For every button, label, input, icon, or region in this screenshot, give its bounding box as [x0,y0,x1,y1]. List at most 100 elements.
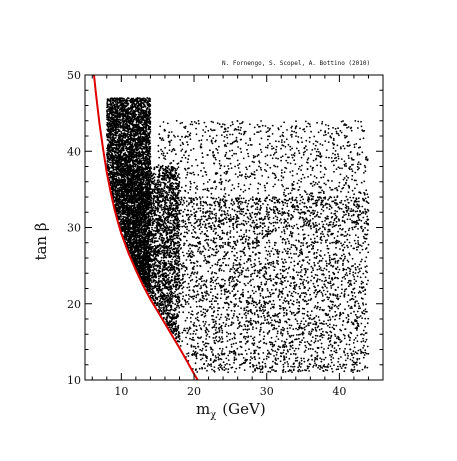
scatter-point [114,186,117,189]
scatter-point [140,107,143,110]
scatter-point [139,130,142,133]
scatter-point [149,238,152,241]
scatter-point [125,105,128,108]
scatter-point [144,114,147,117]
scatter-point [127,108,130,111]
scatter-point [110,180,113,183]
scatter-point [112,97,115,100]
scatter-point [132,227,135,230]
scatter-point [147,141,150,144]
scatter-point [111,190,114,193]
scatter-point [123,130,126,132]
scatter-point [107,105,109,108]
scatter-point [120,107,123,109]
scatter-point [139,158,141,161]
scatter-point [111,147,113,149]
scatter-point [106,124,109,126]
scatter-point [112,110,115,113]
scatter-point [114,100,116,103]
scatter-point [133,162,136,165]
scatter-point [140,160,143,162]
scatter-point [108,136,111,139]
scatter-point [131,142,134,145]
scatter-point [109,161,111,164]
scatter-point [149,130,152,133]
scatter-point [141,150,144,153]
scatter-point [124,120,126,122]
scatter-point [120,216,122,218]
scatter-point [120,130,122,133]
scatter-point [112,173,115,176]
scatter-point [110,122,113,125]
scatter-point [117,184,120,187]
scatter-point [114,137,117,139]
scatter-point [127,111,130,114]
scatter-point [132,159,135,162]
scatter-point [119,201,122,204]
scatter-point [149,128,152,131]
scatter-point [111,188,114,191]
scatter-point [109,133,111,136]
scatter-point [143,131,145,134]
scatter-point [136,164,139,167]
scatter-point [124,127,127,130]
scatter-point [137,102,140,105]
scatter-point [133,230,135,233]
scatter-point [117,176,120,179]
scatter-point [123,117,125,120]
scatter-point [140,101,143,103]
scatter-point [126,140,129,143]
scatter-point [116,182,119,185]
scatter-point [136,159,139,162]
scatter-point [147,150,149,152]
scatter-point [121,144,123,147]
scatter-point [106,128,109,131]
scatter-point [149,117,152,119]
scatter-point [115,126,118,129]
scatter-point [147,108,149,110]
scatter-point [133,126,136,129]
scatter-point [143,138,146,141]
scatter-point [134,147,137,150]
scatter-point [122,103,125,106]
scatter-point [137,138,140,141]
scatter-point [109,117,111,119]
scatter-point [138,217,141,219]
scatter-point [148,120,151,123]
scatter-point [134,104,137,107]
scatter-point [117,194,119,197]
scatter-point [127,131,129,133]
scatter-point [135,152,138,155]
scatter-point [117,215,120,218]
scatter-point [147,115,150,117]
scatter-point [139,122,142,125]
scatter-point [134,189,136,191]
scatter-point [112,169,115,172]
scatter-point [112,125,114,127]
scatter-point [120,132,123,135]
scatter-point [131,99,134,102]
scatter-point [140,164,143,166]
scatter-point [140,139,142,142]
scatter-point [149,153,152,156]
scatter-point [141,124,144,127]
scatter-point [135,141,137,144]
scatter-point [145,144,147,147]
scatter-point [149,155,152,158]
scatter-point [138,160,140,163]
scatter-point [120,151,123,154]
scatter-point [143,161,146,163]
scatter-point [142,145,144,148]
scatter-point [138,127,141,129]
scatter-point [129,137,132,140]
scatter-point [122,115,125,118]
scatter-point [141,118,144,121]
scatter-point [136,116,139,119]
scatter-point [125,153,128,156]
scatter-point [118,210,120,213]
scatter-point [145,151,148,154]
scatter-point [146,161,149,164]
scatter-point [145,99,147,102]
scatter-point [114,107,117,110]
scatter-point [144,155,147,158]
